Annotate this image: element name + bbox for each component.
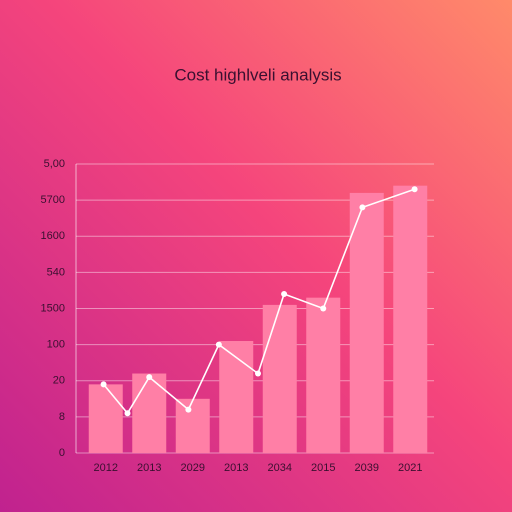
x-tick-label: 2039 xyxy=(355,462,379,474)
bar xyxy=(349,192,384,453)
bar xyxy=(306,297,341,453)
x-tick-label: 2015 xyxy=(311,462,335,474)
line-point xyxy=(215,341,222,348)
line-point xyxy=(281,291,288,298)
x-tick-label: 2012 xyxy=(94,462,118,474)
x-tick-label: 2029 xyxy=(181,462,205,474)
x-tick-label: 2013 xyxy=(224,462,248,474)
line-point xyxy=(320,305,327,312)
x-tick-label: 2021 xyxy=(398,462,422,474)
line-point xyxy=(185,406,192,413)
y-tick-label: 0 xyxy=(59,447,65,459)
bar xyxy=(132,373,167,453)
line-point xyxy=(124,410,131,417)
bar xyxy=(219,341,254,453)
y-tick-label: 8 xyxy=(59,411,65,423)
y-tick-label: 5700 xyxy=(41,194,65,206)
line-point xyxy=(255,370,261,377)
bar xyxy=(175,398,210,453)
y-tick-label: 5,00 xyxy=(44,158,65,170)
line-point xyxy=(411,186,418,193)
line-point xyxy=(359,204,366,211)
y-tick-label: 100 xyxy=(47,339,65,351)
x-tick-label: 2013 xyxy=(137,462,161,474)
bar xyxy=(262,304,297,453)
y-tick-label: 20 xyxy=(53,375,65,387)
line-point xyxy=(100,381,107,388)
line xyxy=(102,188,415,415)
y-tick-label: 1600 xyxy=(41,230,65,242)
x-tick-label: 2034 xyxy=(268,462,292,474)
bar xyxy=(88,384,123,453)
line-point xyxy=(146,374,153,381)
bar xyxy=(393,185,428,454)
chart-title: Cost highlveli analysis xyxy=(174,65,341,84)
y-tick-label: 540 xyxy=(47,266,65,278)
y-tick-label: 1500 xyxy=(41,302,65,314)
